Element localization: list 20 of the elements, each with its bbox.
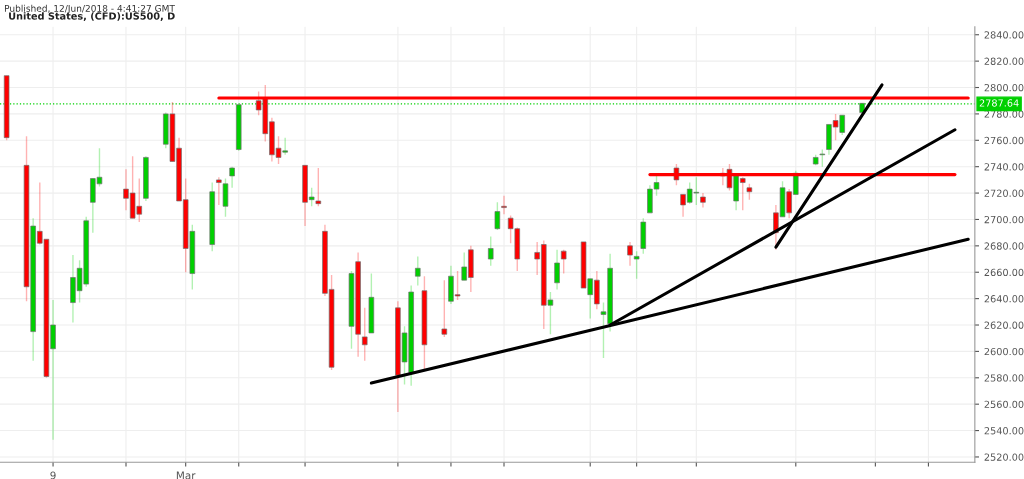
y-tick-label: 2560.00 (984, 400, 1024, 409)
y-tick-label: 2540.00 (984, 427, 1024, 435)
y-tick-label: 2600.00 (984, 347, 1024, 356)
y-tick-label: 2820.00 (984, 57, 1024, 65)
y-tick-label: 2680.00 (984, 242, 1024, 250)
x-tick-label: Mar (176, 471, 196, 479)
y-tick-label: 2620.00 (984, 321, 1024, 329)
y-tick-label: 2760.00 (984, 136, 1024, 145)
y-tick-label: 2800.00 (984, 84, 1024, 92)
y-tick-label: 2840.00 (984, 31, 1024, 39)
y-tick-label: 2520.00 (984, 453, 1024, 461)
y-tick-label: 2660.00 (984, 268, 1024, 277)
ref-line-label: 2787.64 (979, 99, 1019, 107)
chart-title: United States, (CFD):US500, D (9, 12, 175, 21)
y-tick-label: 2740.00 (984, 163, 1024, 171)
y-tick-label: 2700.00 (984, 215, 1024, 224)
y-tick-label: 2640.00 (984, 295, 1024, 303)
y-tick-label: 2580.00 (984, 374, 1024, 382)
x-tick-label: 9 (50, 471, 56, 479)
y-tick-label: 2720.00 (984, 189, 1024, 197)
